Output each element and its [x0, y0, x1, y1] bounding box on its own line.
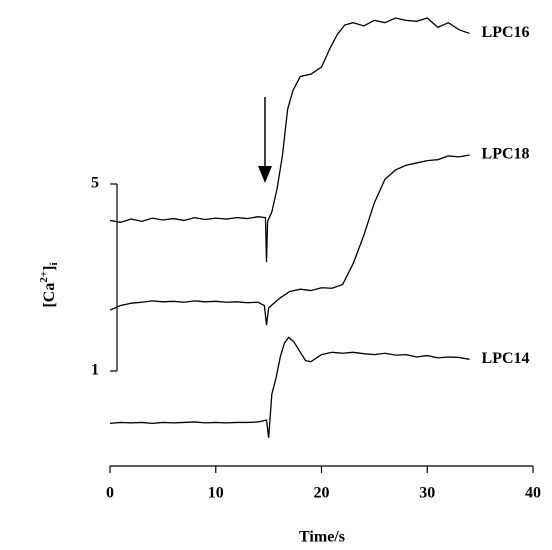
x-tick-label: 30 [419, 485, 435, 502]
y-axis-label: [Ca2+]i [38, 262, 60, 307]
y-tick-label: 5 [91, 175, 99, 192]
x-tick-label: 40 [525, 485, 541, 502]
series-label: LPC18 [482, 146, 530, 163]
x-tick-label: 0 [106, 485, 114, 502]
series-label: LPC16 [482, 24, 530, 41]
x-axis-label: Time/s [299, 529, 345, 546]
arrow-head [258, 166, 272, 183]
trace [109, 336, 470, 438]
y-label-close: ] [41, 266, 58, 271]
y-label-sub: i [48, 262, 60, 265]
trace [109, 17, 470, 263]
y-label-base: [Ca [41, 283, 58, 308]
trace [109, 154, 470, 326]
x-tick-label: 20 [314, 485, 330, 502]
series-label: LPC14 [482, 350, 530, 367]
y-label-sup: 2+ [38, 271, 50, 283]
y-tick-label: 1 [91, 362, 99, 379]
x-tick-label: 10 [208, 485, 224, 502]
